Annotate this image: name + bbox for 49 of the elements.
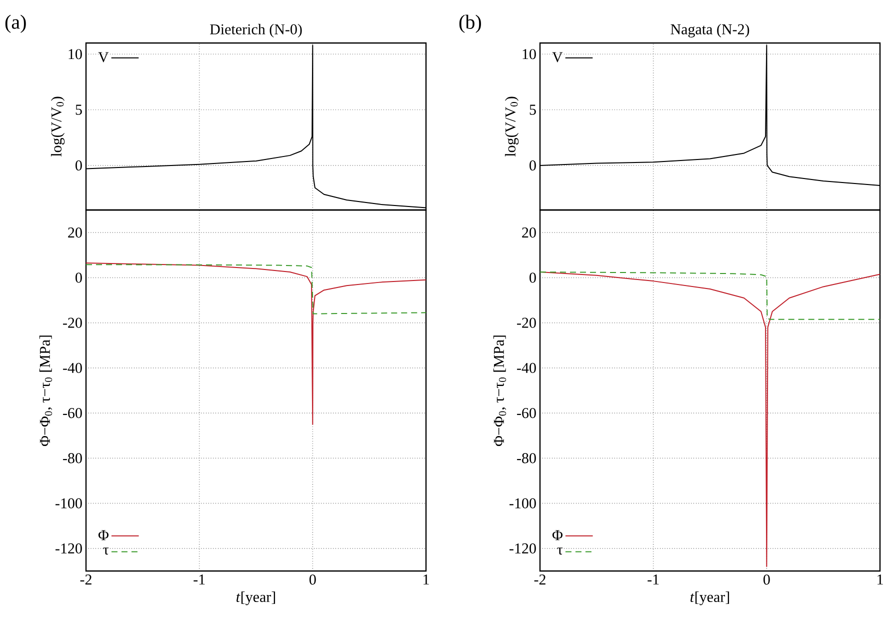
- y-tick-label: 0: [530, 272, 536, 283]
- x-axis-title: t[year]: [690, 592, 730, 606]
- x-tick-label: -2: [80, 574, 92, 584]
- x-tick-label: 0: [309, 574, 316, 585]
- y-tick-label: -100: [510, 498, 536, 508]
- legend-label: τ: [103, 548, 109, 555]
- x-tick-label: 1: [424, 574, 429, 584]
- text: (a): [5, 14, 26, 33]
- y-tick-label: -40: [63, 362, 82, 373]
- legend-label: V: [552, 52, 563, 62]
- x-axis-title: t[year]: [236, 592, 276, 606]
- x-tick-label: 0: [763, 574, 770, 585]
- legend-label: Φ: [552, 530, 563, 540]
- line-series: [86, 264, 427, 314]
- x-tick-label: 1: [878, 574, 883, 584]
- chart-title: Dieterich (N-0): [210, 24, 302, 38]
- line-series: [86, 262, 427, 425]
- y-tick-label: 5: [76, 104, 82, 115]
- y-tick-label: -20: [517, 318, 536, 328]
- y-tick-label: 0: [76, 272, 82, 283]
- y-tick-label: -20: [63, 318, 82, 328]
- y-tick-label: -80: [517, 453, 536, 464]
- y-axis-title: Φ−Φ$_{0}$, τ−τ$_{0}$ [MPa]: [39, 336, 52, 446]
- y-tick-label: 10: [68, 49, 82, 60]
- y-tick-label: 10: [522, 49, 536, 60]
- text: (b): [459, 14, 481, 33]
- chart-title: Nagata (N-2): [670, 24, 750, 38]
- y-tick-label: -100: [56, 498, 82, 508]
- y-tick-label: 0: [76, 160, 82, 171]
- legend-label: V: [98, 52, 109, 62]
- legend-label: τ: [557, 548, 563, 555]
- legend-label: Φ: [98, 530, 109, 540]
- y-axis-title: log(V/V$_{0}$): [504, 96, 519, 157]
- y-tick-label: -60: [517, 408, 536, 418]
- line-series: [540, 272, 880, 320]
- y-tick-label: -40: [517, 362, 536, 373]
- y-tick-label: -60: [63, 408, 82, 418]
- y-tick-label: -120: [510, 543, 536, 554]
- y-axis-title: log(V/V$_{0}$): [50, 96, 65, 157]
- y-tick-label: 0: [530, 160, 536, 171]
- y-axis-title: Φ−Φ$_{0}$, τ−τ$_{0}$ [MPa]: [493, 336, 506, 446]
- y-tick-label: -120: [56, 543, 82, 554]
- y-tick-label: 5: [530, 104, 536, 115]
- x-tick-label: -1: [648, 574, 659, 584]
- y-tick-label: -80: [63, 453, 82, 464]
- x-tick-label: -1: [194, 574, 205, 584]
- y-tick-label: 20: [68, 227, 82, 238]
- x-tick-label: -2: [534, 574, 546, 584]
- y-tick-label: 20: [522, 227, 536, 238]
